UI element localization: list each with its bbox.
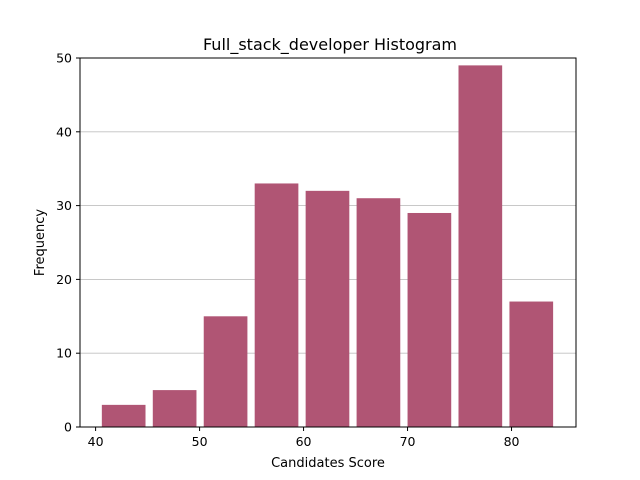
- bar-6: [407, 212, 452, 427]
- y-tick-label-0: 0: [64, 420, 72, 435]
- y-tick-label-3: 30: [56, 198, 72, 213]
- bar-5: [356, 198, 401, 427]
- y-tick-label-4: 40: [56, 124, 72, 139]
- x-tick-label-0: 40: [88, 434, 104, 449]
- bar-7: [458, 65, 503, 427]
- x-tick-label-4: 80: [504, 434, 520, 449]
- x-tick-label-3: 70: [400, 434, 416, 449]
- bar-4: [305, 190, 350, 427]
- x-axis-ticks: 40 50 60 70 80: [88, 427, 520, 449]
- x-axis-label: Candidates Score: [271, 456, 385, 471]
- bar-1: [152, 390, 197, 427]
- plot-frame: [79, 57, 577, 428]
- bar-2: [203, 316, 248, 427]
- y-tick-label-2: 20: [56, 272, 72, 287]
- x-tick-label-1: 50: [192, 434, 208, 449]
- bar-0: [101, 404, 146, 427]
- x-tick-label-2: 60: [296, 434, 312, 449]
- bars: [101, 65, 554, 427]
- y-axis-label: Frequency: [33, 209, 48, 276]
- bar-3: [254, 183, 299, 427]
- y-axis-ticks: 0 10 20 30 40 50: [56, 51, 80, 435]
- y-tick-label-1: 10: [56, 346, 72, 361]
- bar-8: [509, 301, 554, 427]
- chart-title: Full_stack_developer Histogram: [203, 35, 457, 55]
- y-tick-label-5: 50: [56, 51, 72, 66]
